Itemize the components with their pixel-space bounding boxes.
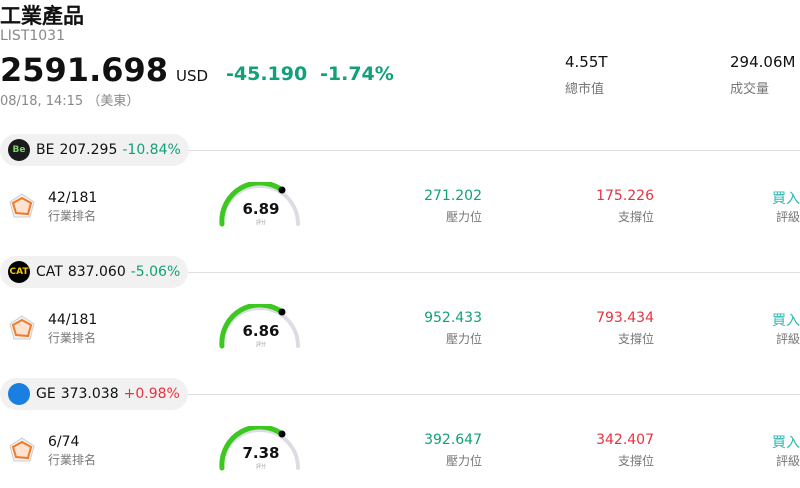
rank: 44/181 [48, 312, 98, 328]
change: +0.98% [123, 386, 180, 402]
stat-value: 294.06M [730, 53, 796, 71]
value: 175.226 [596, 188, 654, 204]
value-label: 評級 [775, 210, 800, 224]
value-label: 壓力位 [445, 210, 482, 224]
radar-icon [9, 193, 35, 218]
price: 837.060 [67, 264, 126, 280]
value: 952.433 [424, 310, 482, 326]
title: 工業產品 [0, 4, 84, 28]
value-label: 壓力位 [445, 454, 482, 468]
value: 買入 [772, 435, 800, 451]
stat-label: 成交量 [730, 82, 770, 97]
rank-label: 行業排名 [48, 209, 97, 223]
change: -45.190 [226, 63, 308, 85]
logo: Be [8, 139, 30, 161]
value: 392.647 [424, 432, 482, 448]
score-gauge [219, 182, 300, 227]
stat-label: 總市值 [565, 82, 605, 97]
score: 6.89 [242, 200, 280, 218]
value: 買入 [772, 313, 800, 329]
value-label: 壓力位 [445, 332, 482, 346]
stock-pill: Be BE 207.295 -10.84% [0, 134, 189, 166]
logo [8, 383, 30, 405]
ticker: CAT [36, 264, 63, 280]
value-label: 支撐位 [617, 332, 654, 346]
divider [189, 150, 800, 151]
rank-label: 行業排名 [48, 331, 97, 345]
stat-value: 4.55T [565, 53, 608, 71]
rank: 42/181 [48, 190, 98, 206]
rank-label: 行業排名 [48, 453, 97, 467]
divider [188, 272, 800, 273]
ticker: GE [36, 386, 56, 402]
code: LIST1031 [0, 28, 65, 44]
value: 271.202 [424, 188, 482, 204]
time: 08/18, 14:15 （美東） [0, 94, 140, 109]
logo: CAT [8, 261, 30, 283]
radar-icon [9, 437, 35, 462]
change: -5.06% [130, 264, 181, 280]
value: 793.434 [596, 310, 654, 326]
score-label: 評分 [255, 220, 266, 226]
score: 6.86 [242, 322, 280, 340]
score-label: 評分 [255, 342, 266, 348]
price: 373.038 [60, 386, 119, 402]
stock-pill: CAT CAT 837.060 -5.06% [0, 256, 189, 288]
score-gauge [219, 426, 300, 471]
currency: USD [176, 67, 209, 85]
value-label: 評級 [775, 454, 800, 468]
value: 買入 [772, 191, 800, 207]
value: 342.407 [596, 432, 654, 448]
price: 2591.698 [0, 51, 169, 89]
score-label: 評分 [255, 464, 266, 470]
value-label: 支撐位 [617, 210, 654, 224]
value-label: 支撐位 [617, 454, 654, 468]
score: 7.38 [242, 444, 280, 462]
change: -10.84% [122, 142, 181, 158]
ticker: BE [36, 142, 55, 158]
change-pct: -1.74% [320, 63, 394, 85]
radar-icon [9, 315, 35, 340]
divider [188, 394, 800, 395]
score-gauge [219, 304, 300, 349]
stock-pill: GE 373.038 +0.98% [0, 378, 188, 410]
rank: 6/74 [48, 434, 80, 450]
price: 207.295 [59, 142, 118, 158]
value-label: 評級 [775, 332, 800, 346]
